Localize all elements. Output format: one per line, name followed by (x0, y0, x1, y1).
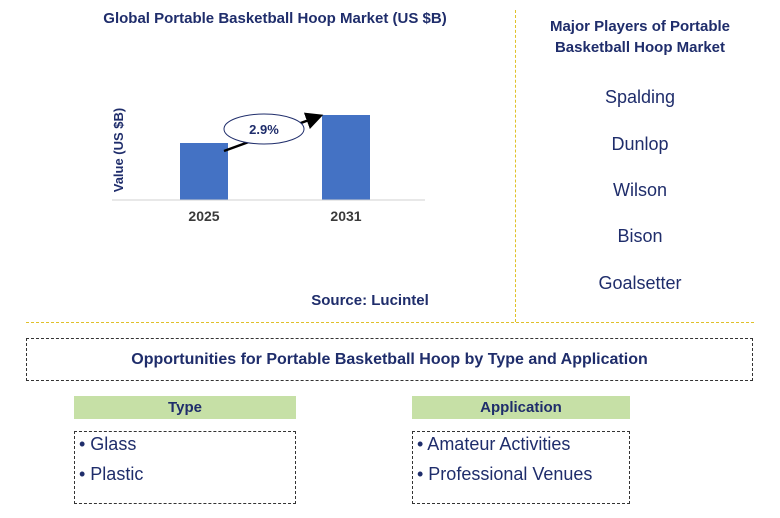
player-item: Dunlop (611, 134, 669, 154)
type-item: • Plastic (79, 464, 144, 484)
application-heading: Application (412, 396, 630, 419)
growth-label: 2.9% (249, 122, 279, 137)
application-item: • Professional Venues (417, 464, 593, 484)
growth-ellipse (223, 113, 305, 145)
y-axis-label: Value (US $B) (111, 108, 126, 193)
players-title: Major Players of Portable Basketball Hoo… (549, 18, 731, 56)
application-item: • Amateur Activities (417, 434, 571, 454)
player-item: Bison (617, 226, 663, 246)
type-item: • Glass (79, 434, 137, 454)
horizontal-divider (26, 322, 754, 323)
player-item: Spalding (604, 87, 676, 107)
bar-2025 (180, 143, 228, 200)
type-heading: Type (74, 396, 296, 419)
source-label: Source: Lucintel (311, 292, 429, 309)
bar-2031 (322, 115, 370, 200)
bar-chart: 2025 2031 2.9% Value (US $B) (111, 108, 425, 224)
type-list: • Glass • Plastic (74, 431, 296, 504)
chart-title: Global Portable Basketball Hoop Market (… (103, 10, 447, 27)
x-tick-label: 2025 (188, 208, 219, 224)
player-item: Goalsetter (598, 273, 682, 293)
x-tick-label: 2031 (330, 208, 361, 224)
opportunities-title: Opportunities for Portable Basketball Ho… (26, 338, 753, 381)
application-list: • Amateur Activities • Professional Venu… (412, 431, 630, 504)
player-item: Wilson (612, 180, 667, 200)
vertical-divider (515, 10, 516, 322)
